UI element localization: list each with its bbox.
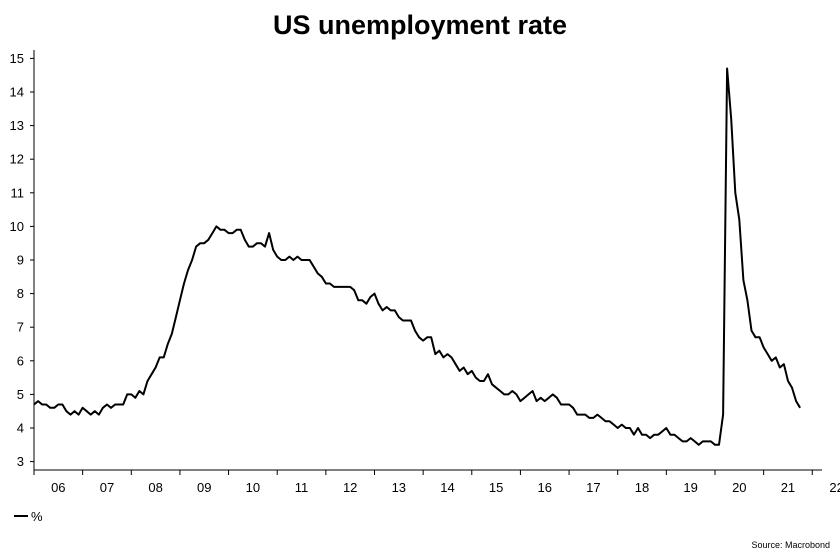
x-tick-label: 12: [343, 480, 357, 495]
y-tick-label: 12: [10, 152, 24, 167]
x-tick-label: 19: [683, 480, 697, 495]
y-tick-label: 7: [17, 320, 24, 335]
x-tick-label: 08: [148, 480, 162, 495]
y-tick-label: 6: [17, 353, 24, 368]
x-tick-label: 17: [586, 480, 600, 495]
x-axis: 06 07 08 09 10 11 12 13 14 15 16 17 18 19 20 21 22: [33, 469, 840, 495]
x-tick-label: 07: [100, 480, 114, 495]
x-tick-label: 14: [440, 480, 454, 495]
x-tick-label: 21: [781, 480, 795, 495]
x-tick-label: 06: [51, 480, 65, 495]
x-tick-label: 22: [829, 480, 840, 495]
y-axis: 3 4 5 6 7 8 9 10 11 12 13 14 15: [10, 50, 35, 470]
x-tick-label: 18: [635, 480, 649, 495]
y-tick-label: 4: [17, 421, 24, 436]
y-tick-label: 9: [17, 253, 24, 268]
x-tick-label: 16: [538, 480, 552, 495]
y-tick-label: 5: [17, 387, 24, 402]
y-tick-label: 13: [10, 118, 24, 133]
x-tick-label: 09: [197, 480, 211, 495]
y-tick-label: 3: [17, 454, 24, 469]
source-note: Source: Macrobond: [751, 540, 830, 550]
y-tick-label: 14: [10, 85, 24, 100]
y-tick-label: 11: [11, 185, 25, 200]
y-tick-label: 8: [17, 286, 24, 301]
x-tick-label: 13: [392, 480, 406, 495]
x-tick-label: 20: [732, 480, 746, 495]
y-tick-label: 10: [10, 219, 24, 234]
x-tick-label: 11: [295, 480, 309, 495]
x-tick-label: 10: [246, 480, 260, 495]
legend-label: %: [31, 509, 43, 524]
series-line-unemployment: [33, 67, 801, 446]
x-tick-label: 15: [489, 480, 503, 495]
legend: %: [14, 509, 43, 524]
chart-title: US unemployment rate: [273, 10, 567, 40]
y-tick-label: 15: [10, 51, 24, 66]
